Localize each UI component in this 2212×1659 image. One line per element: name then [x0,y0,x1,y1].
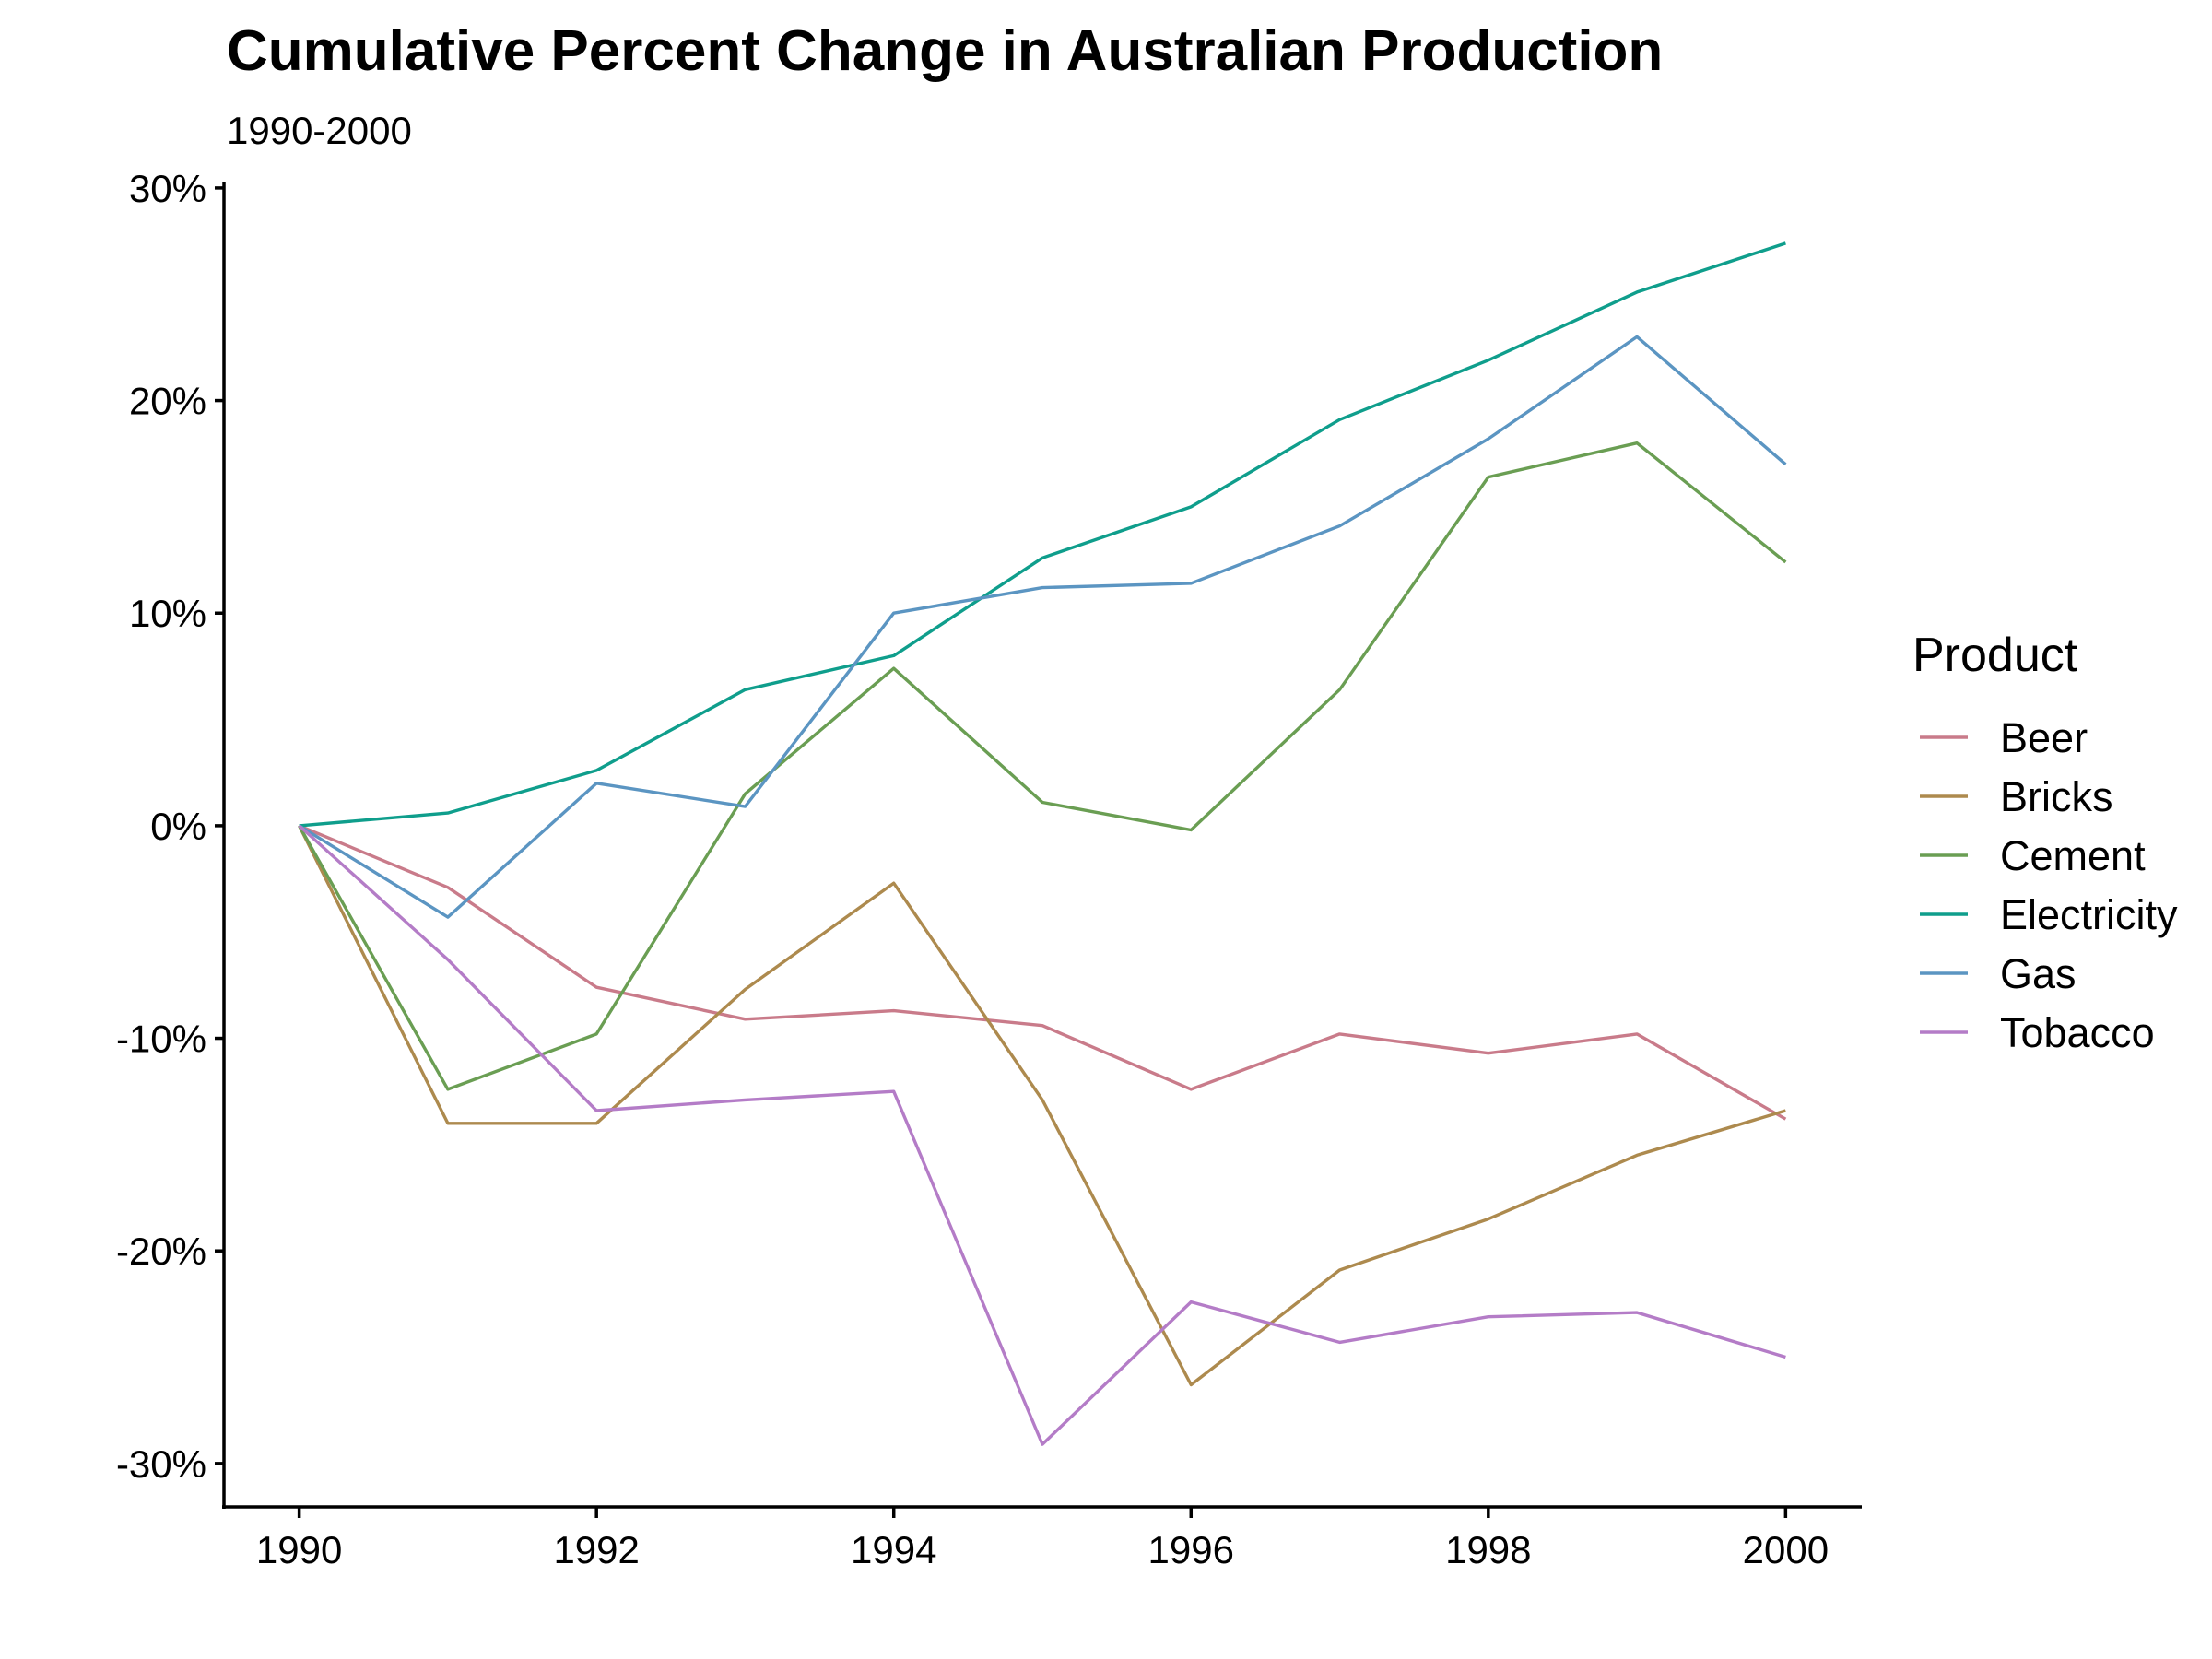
y-tick-label: -10% [116,1018,206,1061]
series-line-tobacco [298,824,1786,1446]
legend-label: Electricity [2000,891,2178,938]
y-tick-label: 30% [129,167,206,210]
chart-subtitle: 1990-2000 [227,109,412,152]
legend-item-electricity: Electricity [1920,891,2178,938]
legend-item-gas: Gas [1920,950,2077,997]
legend-label: Cement [2000,832,2146,879]
legend-items: Beer Bricks Cement Electricity Gas Tobacco [1920,714,2178,1056]
series-line-electricity [299,241,1786,828]
x-axis-ticks: 1990 1992 1994 1996 1998 2000 [256,1508,1829,1571]
chart-title: Cumulative Percent Change in Australian … [227,19,1663,83]
x-tick-label: 1994 [851,1528,936,1571]
y-tick-label: 0% [150,805,206,848]
legend-label: Beer [2000,714,2088,761]
y-axis-ticks: -30% -20% -10% 0% 10% 20% 30% [116,167,224,1486]
series-line-gas [298,335,1787,919]
x-tick-label: 1996 [1148,1528,1234,1571]
series-line-bricks [298,825,1786,1387]
legend-label: Bricks [2000,773,2113,820]
legend: Product Beer Bricks Cement Electricity Gas To… [1912,629,2178,1056]
legend-label: Gas [2000,950,2077,997]
legend-title: Product [1912,629,2078,682]
series-line-cement [298,441,1787,1091]
x-tick-label: 2000 [1743,1528,1829,1571]
legend-label: Tobacco [2000,1009,2155,1056]
x-tick-label: 1992 [553,1528,639,1571]
legend-item-tobacco: Tobacco [1920,1009,2155,1056]
y-tick-label: 20% [129,380,206,423]
legend-item-beer: Beer [1920,714,2088,761]
x-tick-label: 1998 [1445,1528,1531,1571]
legend-item-bricks: Bricks [1920,773,2113,820]
series-layer [298,241,1787,1446]
series-line-beer [298,824,1787,1121]
legend-item-cement: Cement [1920,832,2146,879]
y-tick-label: -20% [116,1230,206,1273]
x-tick-label: 1990 [256,1528,342,1571]
y-tick-label: -30% [116,1442,206,1486]
y-tick-label: 10% [129,592,206,635]
